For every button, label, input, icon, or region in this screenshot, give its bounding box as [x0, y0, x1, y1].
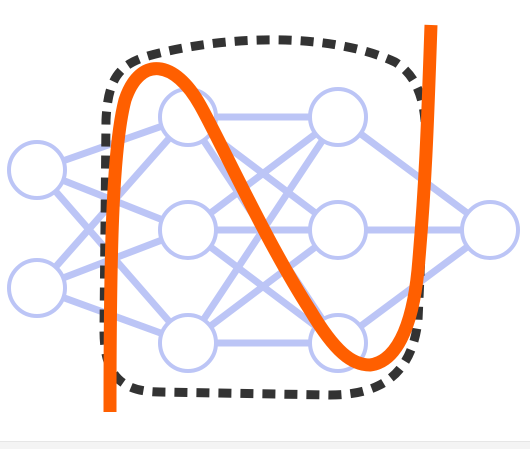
node-input-1: [7, 258, 67, 318]
node-hidden-2-0: [308, 87, 368, 147]
node-output-0: [460, 200, 520, 260]
node-hidden-1-1: [158, 200, 218, 260]
node-hidden-2-1: [308, 200, 368, 260]
network-nodes: [7, 87, 520, 373]
bottom-strip: [0, 441, 530, 449]
node-input-0: [7, 140, 67, 200]
fitted-curve: [103, 24, 438, 413]
node-hidden-1-2: [158, 313, 218, 373]
dashed-boundary: [99, 35, 431, 400]
edge-hidden-1-1-to-hidden-2-0: [185, 114, 341, 233]
edge-hidden-2-0-to-output-0: [335, 114, 493, 233]
edge-hidden-1-2-to-hidden-2-1: [185, 227, 341, 346]
